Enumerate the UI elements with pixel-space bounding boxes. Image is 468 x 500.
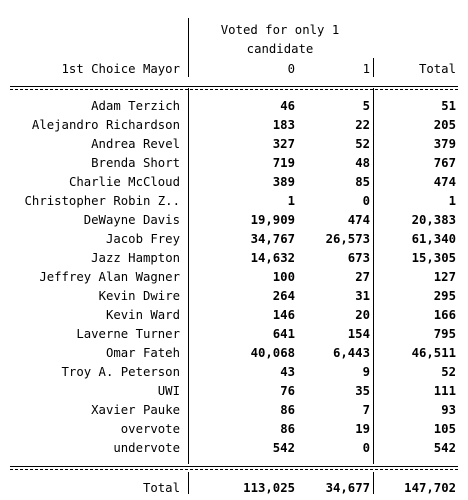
row-label: Troy A. Peterson	[61, 365, 180, 379]
row-label: Jeffrey Alan Wagner	[39, 270, 180, 284]
row-value-1: 0	[362, 441, 370, 455]
row-value-total: 166	[433, 308, 456, 322]
column-group-header-line1: Voted for only 1	[220, 23, 340, 37]
total-rule	[10, 466, 458, 467]
total-separator-header	[373, 58, 374, 77]
row-value-0: 34,767	[250, 232, 295, 246]
row-label: Christopher Robin Z..	[24, 194, 180, 208]
row-label: UWI	[157, 384, 180, 398]
row-label: DeWayne Davis	[83, 213, 180, 227]
row-label: Xavier Pauke	[91, 403, 180, 417]
row-label: Kevin Dwire	[98, 289, 180, 303]
row-value-total: 379	[433, 137, 456, 151]
total-row-col1: 34,677	[325, 481, 370, 495]
row-value-1: 474	[347, 213, 370, 227]
row-value-0: 389	[272, 175, 295, 189]
row-value-0: 1	[287, 194, 295, 208]
row-label: Omar Fateh	[105, 346, 180, 360]
row-value-0: 542	[272, 441, 295, 455]
row-label: overvote	[120, 422, 180, 436]
total-rule-dashed	[10, 469, 458, 470]
row-value-0: 40,068	[250, 346, 295, 360]
row-value-1: 48	[355, 156, 370, 170]
row-value-0: 100	[272, 270, 295, 284]
row-value-0: 146	[272, 308, 295, 322]
row-value-0: 43	[280, 365, 295, 379]
row-value-total: 51	[441, 99, 456, 113]
row-value-total: 205	[433, 118, 456, 132]
row-value-total: 1	[448, 194, 456, 208]
column-header-total: Total	[418, 62, 456, 76]
row-value-1: 52	[355, 137, 370, 151]
row-value-0: 264	[272, 289, 295, 303]
row-value-total: 105	[433, 422, 456, 436]
row-value-1: 673	[347, 251, 370, 265]
column-header-1: 1	[362, 62, 370, 76]
row-value-0: 183	[272, 118, 295, 132]
row-value-1: 26,573	[325, 232, 370, 246]
total-separator-total	[373, 472, 374, 494]
stub-separator-header	[188, 18, 189, 77]
stub-separator-body	[188, 88, 189, 464]
row-label: Jacob Frey	[105, 232, 180, 246]
row-value-1: 6,443	[332, 346, 370, 360]
row-value-1: 31	[355, 289, 370, 303]
row-label: Alejandro Richardson	[31, 118, 180, 132]
total-row-total: 147,702	[404, 481, 456, 495]
row-value-1: 35	[355, 384, 370, 398]
row-value-1: 19	[355, 422, 370, 436]
row-value-total: 474	[433, 175, 456, 189]
row-value-1: 27	[355, 270, 370, 284]
row-value-1: 154	[347, 327, 370, 341]
row-value-0: 46	[280, 99, 295, 113]
row-value-total: 93	[441, 403, 456, 417]
row-value-total: 767	[433, 156, 456, 170]
row-label: Laverne Turner	[76, 327, 180, 341]
header-rule-dashed	[10, 89, 458, 90]
row-label: Jazz Hampton	[91, 251, 180, 265]
row-label: Charlie McCloud	[68, 175, 180, 189]
row-value-0: 86	[280, 403, 295, 417]
row-value-0: 719	[272, 156, 295, 170]
row-value-0: 76	[280, 384, 295, 398]
row-value-1: 5	[362, 99, 370, 113]
row-value-0: 86	[280, 422, 295, 436]
row-value-1: 20	[355, 308, 370, 322]
row-value-total: 111	[433, 384, 456, 398]
column-group-header-line2: candidate	[246, 42, 314, 56]
row-value-0: 14,632	[250, 251, 295, 265]
row-value-total: 61,340	[411, 232, 456, 246]
row-value-1: 9	[362, 365, 370, 379]
stub-header: 1st Choice Mayor	[61, 62, 180, 76]
total-row-col0: 113,025	[243, 481, 295, 495]
row-value-total: 46,511	[411, 346, 456, 360]
total-row-label: Total	[142, 481, 180, 495]
stub-separator-total	[188, 472, 189, 494]
row-value-total: 52	[441, 365, 456, 379]
row-label: Andrea Revel	[91, 137, 180, 151]
row-value-1: 7	[362, 403, 370, 417]
row-value-total: 15,305	[411, 251, 456, 265]
header-rule	[10, 86, 458, 87]
row-value-total: 542	[433, 441, 456, 455]
row-value-total: 20,383	[411, 213, 456, 227]
row-label: Kevin Ward	[105, 308, 180, 322]
total-separator-body	[373, 88, 374, 464]
row-value-1: 85	[355, 175, 370, 189]
row-label: Adam Terzich	[91, 99, 180, 113]
row-value-1: 0	[362, 194, 370, 208]
row-value-total: 127	[433, 270, 456, 284]
row-value-1: 22	[355, 118, 370, 132]
row-value-0: 641	[272, 327, 295, 341]
column-header-0: 0	[287, 62, 295, 76]
row-value-0: 327	[272, 137, 295, 151]
row-value-total: 795	[433, 327, 456, 341]
row-label: undervote	[113, 441, 180, 455]
row-value-total: 295	[433, 289, 456, 303]
row-label: Brenda Short	[91, 156, 180, 170]
row-value-0: 19,909	[250, 213, 295, 227]
